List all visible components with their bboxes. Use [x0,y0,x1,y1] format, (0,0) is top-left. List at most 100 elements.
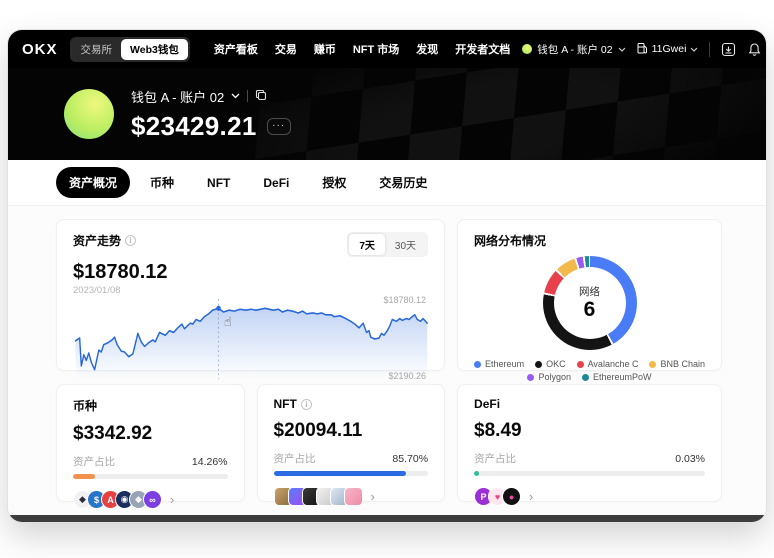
coins-card: 币种 $3342.92 资产占比 14.26% ◆ $ A ◉ ◆ ∞ › [56,384,245,509]
trend-title: 资产走势 [73,234,122,248]
tab-history[interactable]: 交易历史 [379,176,428,190]
tab-coins[interactable]: 币种 [150,176,175,190]
account-label: 钱包 A - 账户 02 [537,43,613,56]
navbar-right: 钱包 A - 账户 02 11Gwei [522,41,766,57]
legend-item-avalanche: Avalanche C [576,359,639,369]
y-max-label: $18780.12 [383,295,427,305]
legend-dot [535,360,543,368]
menu-item-earn[interactable]: 赚币 [313,44,336,56]
ratio-label: 资产占比 [474,453,517,465]
chevron-right-icon[interactable]: › [170,492,175,507]
legend-label: OKC [546,359,566,369]
defi-value: $8.49 [474,420,522,441]
top-navbar: OKX 交易所 Web3钱包 资产看板 交易 赚币 NFT 市场 发现 开发者文… [8,30,766,68]
coins-progress-bar [73,474,228,479]
chevron-right-icon[interactable]: › [529,489,534,504]
legend-label: BNB Chain [660,359,705,369]
menu-item-discover[interactable]: 发现 [416,44,439,56]
asset-tabbar: 资产概况 币种 NFT DeFi 授权 交易历史 [8,160,766,206]
divider [709,41,711,57]
chevron-right-icon[interactable]: › [370,489,375,504]
defi-icons-row: P ♥ ● › [474,487,705,506]
defi-card-title: DeFi [474,397,501,411]
range-toggle: 7天 30天 [347,232,429,257]
nft-card: NFT i $20094.11 资产占比 85.70% › [256,384,446,506]
nft-thumb [343,487,363,506]
trend-chart[interactable]: $18780.12 $2190.26 ☝ [73,295,428,381]
defi-progress-bar [474,471,705,476]
coins-percent: 14.26% [191,456,228,468]
network-donut-chart: 网络 6 [542,256,637,350]
nft-value: $20094.11 [273,420,363,441]
legend-label: Polygon [538,372,572,382]
legend-dot [474,360,482,368]
legend-dot [582,373,590,381]
legend-label: Avalanche C [587,359,639,369]
okx-logo: OKX [22,40,58,58]
more-actions-button[interactable]: ··· [266,117,291,135]
wallet-info: 钱包 A - 账户 02 $23429.21 ··· [131,87,291,142]
menu-item-assets[interactable]: 资产看板 [213,44,258,56]
network-distribution-card: 网络分布情况 网络 6 Ethereum OKC Avalanche C BNB… [457,219,722,382]
hand-cursor-icon: ☝ [223,315,232,330]
coins-card-title: 币种 [73,399,98,413]
ratio-label: 资产占比 [73,456,115,468]
chevron-down-icon [690,47,698,52]
tab-defi[interactable]: DeFi [263,175,290,190]
ratio-label: 资产占比 [273,453,316,465]
polygon-coin-icon: ∞ [143,490,162,509]
trend-date: 2023/01/08 [73,285,121,296]
wallet-name-label[interactable]: 钱包 A - 账户 02 [131,89,225,105]
chevron-down-icon[interactable] [231,93,240,99]
copy-address-icon[interactable] [255,89,267,104]
menu-item-trade[interactable]: 交易 [274,44,297,56]
defi-percent: 0.03% [675,453,705,465]
download-app-icon[interactable] [721,42,736,57]
network-legend: Ethereum OKC Avalanche C BNB Chain Polyg… [474,359,705,382]
chevron-down-icon [618,47,626,52]
gas-price-dropdown[interactable]: 11Gwei [637,42,699,57]
tab-approvals[interactable]: 授权 [322,176,347,190]
info-icon: i [300,398,312,410]
legend-dot [649,360,657,368]
menu-item-dev-docs[interactable]: 开发者文档 [455,44,511,56]
network-card-title: 网络分布情况 [474,234,547,248]
tab-nft[interactable]: NFT [207,175,231,190]
wallet-hero-header: 钱包 A - 账户 02 $23429.21 ··· [8,68,766,160]
legend-item-okc: OKC [535,359,566,369]
range-30d-button[interactable]: 30天 [394,241,417,252]
nft-progress-bar [273,471,429,476]
legend-item-polygon: Polygon [527,372,571,382]
coins-icons-row: ◆ $ A ◉ ◆ ∞ › [73,490,228,509]
range-7d-button[interactable]: 7天 [349,234,385,255]
legend-label: EthereumPoW [593,372,652,382]
legend-label: Ethereum [485,359,525,369]
bell-icon[interactable] [747,42,762,57]
y-min-label: $2190.26 [388,371,427,381]
window-bottom-frame [8,515,766,522]
trend-chart-svg [74,299,428,379]
total-balance: $23429.21 [131,110,257,141]
nft-percent: 85.70% [392,453,429,465]
legend-item-bnb-chain: BNB Chain [649,359,705,369]
asset-trend-card: 资产走势 i 7天 30天 $18780.12 2023/01/08 $ [56,219,446,381]
legend-dot [576,360,584,368]
coins-value: $3342.92 [73,423,153,444]
donut-center-value: 6 [583,298,596,321]
gas-price-label: 11Gwei [651,43,687,55]
wallet-avatar [64,89,114,139]
dashboard-content: 资产走势 i 7天 30天 $18780.12 2023/01/08 $ [8,206,766,515]
account-dropdown[interactable]: 钱包 A - 账户 02 [522,42,626,57]
toggle-exchange[interactable]: 交易所 [80,43,113,56]
menu-item-nft-market[interactable]: NFT 市场 [352,44,400,56]
gas-pump-icon [637,42,648,57]
legend-dot [527,373,535,381]
defi-card: DeFi $8.49 资产占比 0.03% P ♥ ● › [457,384,722,506]
product-toggle: 交易所 Web3钱包 [69,36,190,62]
tab-asset-overview[interactable]: 资产概况 [56,167,131,198]
toggle-web3-wallet[interactable]: Web3钱包 [121,38,188,60]
app-window: OKX 交易所 Web3钱包 资产看板 交易 赚币 NFT 市场 发现 开发者文… [8,30,766,522]
donut-center-label: 网络 [579,286,601,298]
wallet-avatar-dot-icon [522,44,533,54]
nft-thumbs-row: › [273,487,429,506]
